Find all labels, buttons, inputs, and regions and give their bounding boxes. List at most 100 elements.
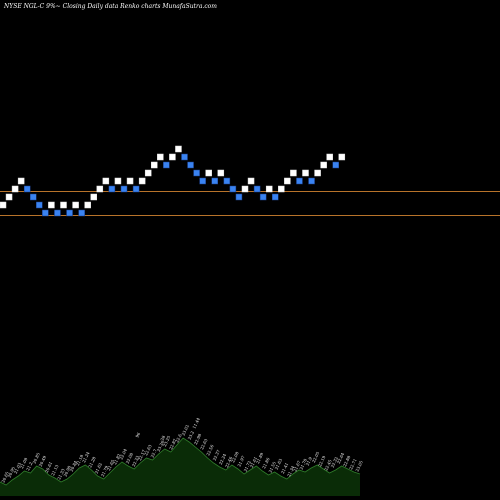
down-brick bbox=[253, 185, 261, 193]
up-brick bbox=[326, 153, 333, 161]
down-brick bbox=[229, 185, 237, 193]
volume-label: 20.61 bbox=[44, 461, 53, 473]
up-brick bbox=[157, 153, 164, 161]
volume-label: 21.55 bbox=[267, 461, 277, 474]
volume-label: 22.98 bbox=[193, 433, 203, 446]
down-brick bbox=[66, 209, 73, 217]
up-brick bbox=[5, 193, 13, 201]
volume-label: 23.02 bbox=[180, 424, 190, 437]
up-brick bbox=[48, 201, 55, 209]
volume-label: 22.45 bbox=[323, 459, 333, 472]
up-brick bbox=[96, 185, 104, 193]
volume-label: 22.37 bbox=[212, 449, 222, 462]
volume-label: 20.95 bbox=[7, 466, 17, 479]
volume-label: 21.72 bbox=[243, 460, 253, 473]
up-brick bbox=[265, 185, 273, 193]
up-brick bbox=[175, 145, 182, 153]
volume-label: 21.67 bbox=[292, 460, 302, 473]
volume-label: 22.08 bbox=[125, 452, 135, 465]
up-brick bbox=[84, 201, 91, 209]
volume-label: 21.89 bbox=[255, 452, 265, 465]
volume-label: 22.32 bbox=[330, 456, 340, 469]
volume-label: 22.05 bbox=[311, 451, 321, 464]
volume-label: 20.49 bbox=[38, 455, 48, 468]
up-brick bbox=[247, 177, 255, 185]
down-brick bbox=[23, 185, 31, 193]
volume-area bbox=[0, 438, 360, 496]
volume-label: 21.61 bbox=[249, 456, 258, 468]
up-brick bbox=[138, 177, 146, 185]
down-brick bbox=[78, 209, 85, 217]
down-brick bbox=[193, 169, 200, 177]
up-brick bbox=[241, 185, 249, 193]
volume-label: 22.04 bbox=[118, 448, 128, 461]
volume-label: 21.97 bbox=[236, 455, 246, 468]
volume-note: 28 bbox=[159, 434, 166, 441]
volume-label: 23.25 bbox=[162, 435, 172, 448]
volume-label: 22.33 bbox=[131, 455, 141, 468]
volume-label: 21.62 bbox=[94, 462, 104, 475]
up-brick bbox=[11, 185, 19, 193]
down-brick bbox=[120, 185, 128, 193]
down-brick bbox=[308, 177, 315, 185]
down-brick bbox=[211, 177, 218, 185]
up-brick bbox=[278, 185, 285, 193]
volume-label: 22.71 bbox=[348, 458, 357, 470]
down-brick bbox=[30, 193, 37, 201]
down-brick bbox=[163, 161, 170, 169]
up-brick bbox=[338, 153, 346, 161]
down-brick bbox=[223, 177, 231, 185]
up-brick bbox=[126, 177, 134, 185]
down-brick bbox=[235, 193, 243, 201]
volume-label: 21.18 bbox=[75, 454, 85, 467]
volume-label: 20.85 bbox=[31, 452, 41, 465]
volume-label: 22.7 bbox=[149, 448, 157, 459]
chart-title: NYSE NGL-C 9%~ Closing Daily data Renko … bbox=[3, 3, 217, 10]
up-brick bbox=[102, 177, 110, 185]
up-brick bbox=[320, 161, 327, 169]
up-brick bbox=[17, 177, 25, 185]
volume-label: 22.08 bbox=[230, 451, 240, 464]
down-brick bbox=[42, 209, 49, 217]
volume-label: 22.46 bbox=[224, 456, 234, 469]
up-brick bbox=[114, 177, 122, 185]
volume-label: 20.84 bbox=[69, 460, 79, 473]
volume-label: 21.34 bbox=[286, 465, 296, 478]
volume-label: 23.05 bbox=[354, 460, 364, 473]
volume-label: 21.2 bbox=[25, 461, 33, 472]
volume-label: 22.63 bbox=[199, 438, 209, 451]
volume-label: 21.03 bbox=[13, 462, 23, 475]
down-brick bbox=[272, 193, 279, 201]
volume-profile: 20.6520.9521.0321.0821.220.8520.4920.612… bbox=[0, 417, 364, 496]
up-brick bbox=[314, 169, 321, 177]
down-brick bbox=[132, 185, 140, 193]
down-brick bbox=[259, 193, 267, 201]
down-brick bbox=[296, 177, 303, 185]
volume-label: 20.65 bbox=[0, 471, 10, 484]
down-brick bbox=[108, 185, 116, 193]
volume-label: 22.19 bbox=[317, 455, 327, 468]
volume-label: 21.41 bbox=[280, 462, 289, 474]
volume-note: 96 bbox=[134, 431, 141, 438]
volume-label: 21.24 bbox=[81, 451, 91, 464]
up-brick bbox=[72, 201, 79, 209]
up-brick bbox=[151, 161, 158, 169]
volume-label: 21.86 bbox=[261, 457, 271, 470]
volume-label: 21.79 bbox=[100, 465, 110, 478]
volume-label: 22.17 bbox=[137, 449, 147, 462]
volume-note: 11.44 bbox=[191, 417, 201, 430]
volume-label: 21.13 bbox=[50, 464, 60, 477]
volume-label: 21.9 bbox=[305, 456, 313, 467]
volume-label: 22.56 bbox=[205, 444, 215, 457]
up-brick bbox=[169, 153, 176, 161]
volume-label: 21.78 bbox=[298, 458, 308, 471]
up-brick bbox=[284, 177, 291, 185]
up-brick bbox=[290, 169, 297, 177]
up-brick bbox=[0, 201, 7, 209]
down-brick bbox=[199, 177, 206, 185]
volume-label: 22.87 bbox=[168, 438, 178, 451]
volume-label: 21.28 bbox=[87, 456, 97, 469]
down-brick bbox=[187, 161, 194, 169]
volume-label: 23.36 bbox=[156, 440, 166, 453]
volume-label: 22.6 bbox=[174, 433, 182, 444]
